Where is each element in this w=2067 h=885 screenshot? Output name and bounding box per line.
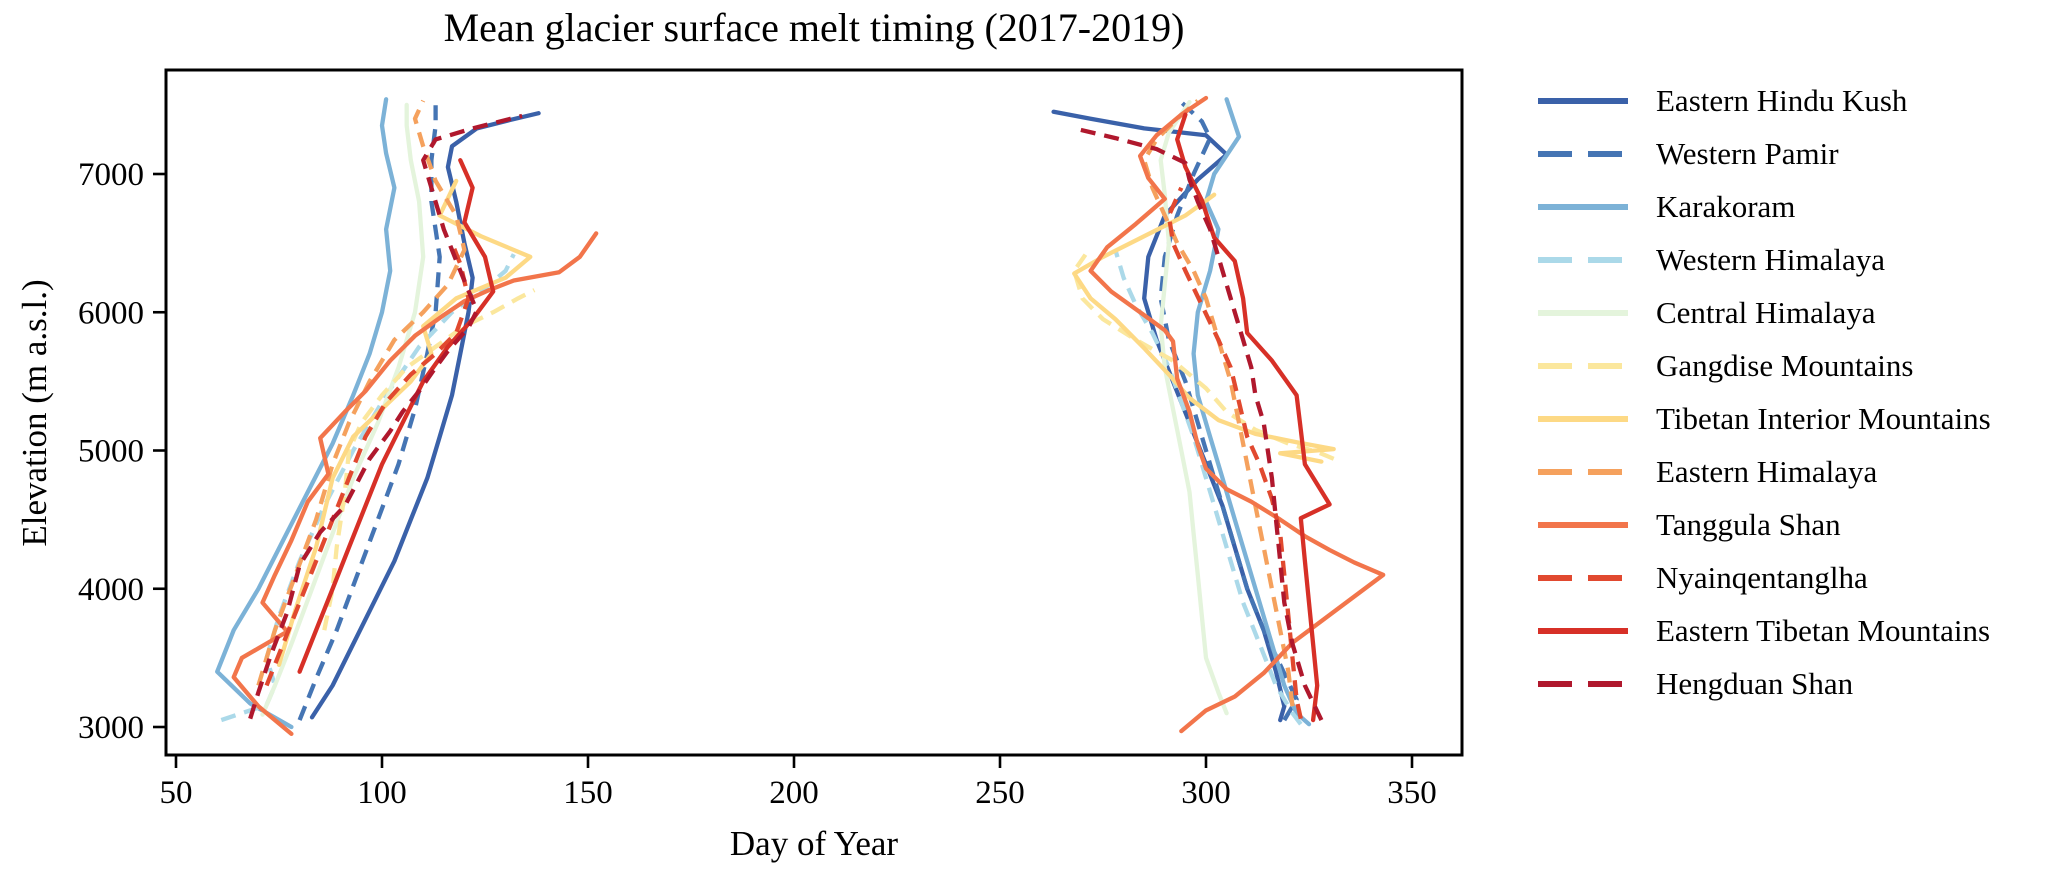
legend-item-tibetan-interior-mountains: Tibetan Interior Mountains xyxy=(1537,392,1991,445)
legend-swatch-tibetan-interior-mountains xyxy=(1538,415,1628,422)
y-tick-label: 4000 xyxy=(78,572,144,608)
legend-swatch-eastern-hindu-kush xyxy=(1538,97,1628,104)
legend-label-tanggula-shan: Tanggula Shan xyxy=(1656,506,1841,542)
y-tick-label: 3000 xyxy=(78,710,144,746)
legend-item-central-himalaya: Central Himalaya xyxy=(1537,286,1991,339)
chart-legend: Eastern Hindu Kush Western Pamir Karakoram… xyxy=(1537,74,1991,710)
plot-border xyxy=(164,68,1464,757)
tanggula-shan-end-line xyxy=(1088,95,1386,734)
y-tick-label: 6000 xyxy=(78,295,144,331)
legend-label-central-himalaya: Central Himalaya xyxy=(1656,294,1876,330)
legend-label-eastern-tibetan-mountains: Eastern Tibetan Mountains xyxy=(1656,612,1991,648)
legend-item-gangdise-mountains: Gangdise Mountains xyxy=(1537,339,1991,392)
legend-item-hengduan-shan: Hengduan Shan xyxy=(1537,657,1991,710)
legend-swatch-eastern-himalaya xyxy=(1538,468,1628,475)
legend-item-eastern-himalaya: Eastern Himalaya xyxy=(1537,445,1991,498)
nyainqentanglha-end-line xyxy=(1166,186,1303,720)
tibetan-interior-mountains-onset-line xyxy=(276,178,533,667)
x-tick-label: 150 xyxy=(563,775,613,811)
eastern-himalaya-onset-line xyxy=(256,99,467,687)
legend-swatch-western-himalaya xyxy=(1538,256,1628,263)
hengduan-shan-onset-line xyxy=(248,113,523,720)
legend-swatch-central-himalaya xyxy=(1538,309,1628,316)
x-tick-label: 250 xyxy=(975,775,1025,811)
x-tick-label: 350 xyxy=(1387,775,1437,811)
tibetan-interior-mountains-end-line xyxy=(1072,192,1336,464)
legend-swatch-gangdise-mountains xyxy=(1538,362,1628,369)
central-himalaya-onset-line xyxy=(260,102,426,717)
gangdise-mountains-onset-line xyxy=(322,288,536,631)
eastern-tibetan-mountains-end-line xyxy=(1175,112,1332,723)
legend-label-gangdise-mountains: Gangdise Mountains xyxy=(1656,347,1914,383)
x-tick-label: 50 xyxy=(160,775,193,811)
eastern-hindu-kush-onset-line xyxy=(309,111,541,720)
legend-label-hengduan-shan: Hengduan Shan xyxy=(1656,665,1854,701)
legend-label-nyainqentanglha: Nyainqentanglha xyxy=(1656,559,1868,595)
x-tick-label: 200 xyxy=(769,775,819,811)
legend-label-western-pamir: Western Pamir xyxy=(1656,135,1839,171)
legend-item-eastern-hindu-kush: Eastern Hindu Kush xyxy=(1537,74,1991,127)
central-himalaya-end-line xyxy=(1158,99,1229,716)
legend-swatch-eastern-tibetan-mountains xyxy=(1538,627,1628,634)
y-tick-label: 5000 xyxy=(78,434,144,470)
hengduan-shan-end-line xyxy=(1073,126,1324,722)
y-tick-label: 7000 xyxy=(78,157,144,193)
gangdise-mountains-end-line xyxy=(1072,246,1335,461)
legend-item-western-himalaya: Western Himalaya xyxy=(1537,233,1991,286)
legend-item-nyainqentanglha: Nyainqentanglha xyxy=(1537,551,1991,604)
legend-item-karakoram: Karakoram xyxy=(1537,180,1991,233)
legend-swatch-western-pamir xyxy=(1538,150,1628,157)
nyainqentanglha-onset-line xyxy=(264,242,471,687)
x-tick-label: 300 xyxy=(1181,775,1231,811)
tanggula-shan-onset-line xyxy=(231,231,599,737)
x-tick-label: 100 xyxy=(357,775,407,811)
legend-swatch-tanggula-shan xyxy=(1538,521,1628,528)
legend-label-karakoram: Karakoram xyxy=(1656,188,1796,224)
eastern-tibetan-mountains-onset-line xyxy=(297,158,496,674)
legend-label-tibetan-interior-mountains: Tibetan Interior Mountains xyxy=(1656,400,1991,436)
eastern-hindu-kush-end-line xyxy=(1051,109,1287,723)
legend-label-western-himalaya: Western Himalaya xyxy=(1656,241,1886,277)
y-axis-label: Elevation (m a.s.l.) xyxy=(15,279,54,547)
legend-swatch-karakoram xyxy=(1538,203,1628,210)
legend-item-eastern-tibetan-mountains: Eastern Tibetan Mountains xyxy=(1537,604,1991,657)
legend-item-western-pamir: Western Pamir xyxy=(1537,127,1991,180)
chart-title: Mean glacier surface melt timing (2017-2… xyxy=(443,5,1185,50)
legend-item-tanggula-shan: Tanggula Shan xyxy=(1537,498,1991,551)
legend-label-eastern-himalaya: Eastern Himalaya xyxy=(1656,453,1878,489)
legend-swatch-hengduan-shan xyxy=(1538,680,1628,687)
legend-swatch-nyainqentanglha xyxy=(1538,574,1628,581)
x-axis-label: Day of Year xyxy=(729,824,899,863)
legend-label-eastern-hindu-kush: Eastern Hindu Kush xyxy=(1656,82,1908,118)
karakoram-onset-line xyxy=(215,97,397,730)
